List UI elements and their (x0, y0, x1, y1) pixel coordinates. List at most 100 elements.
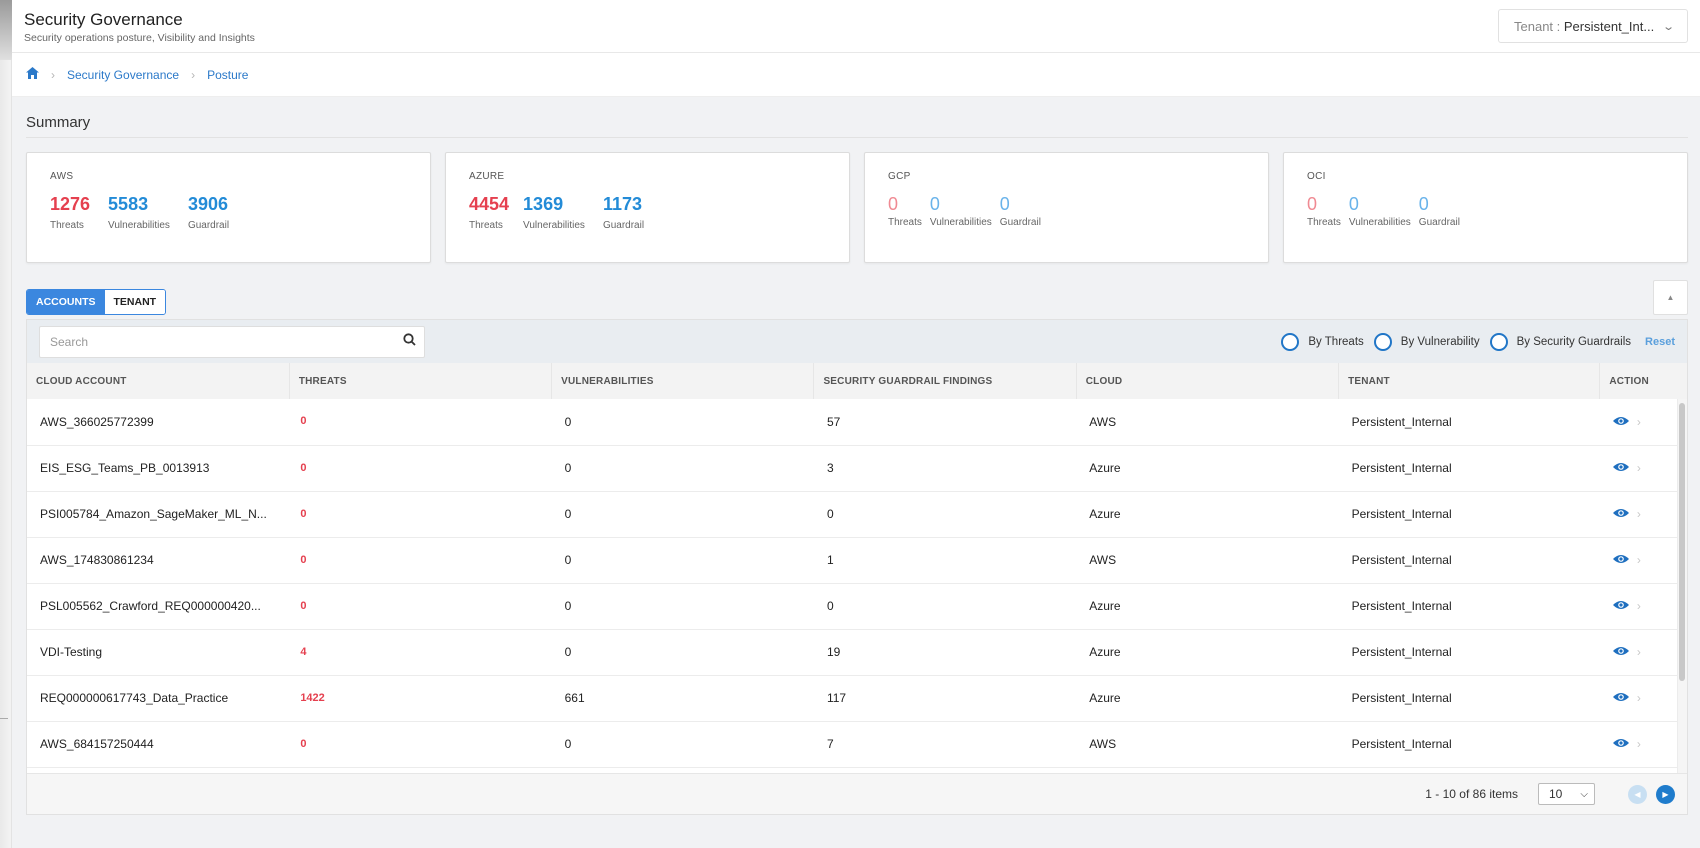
cell-cloud: AWS (1076, 537, 1339, 584)
radio-icon[interactable] (1373, 332, 1392, 351)
sort-filters: By Threats By Vulnerability By Security … (1271, 332, 1675, 351)
cell-action: › (1599, 399, 1687, 446)
cell-guardrail-findings: 3 (813, 445, 1077, 492)
cell-vulnerabilities: 0 (551, 491, 814, 538)
pagination-summary: 1 - 10 of 86 items (1425, 787, 1518, 801)
vulnerabilities-label: Vulnerabilities (108, 220, 170, 231)
next-page-button[interactable]: ▶ (1656, 784, 1675, 804)
filter-by-vulnerability[interactable]: By Vulnerability (1373, 332, 1480, 351)
cell-threats[interactable]: 0 (289, 721, 552, 768)
col-cloud[interactable]: CLOUD (1076, 363, 1340, 399)
left-edge-strip (0, 0, 12, 848)
col-vulnerabilities[interactable]: VULNERABILITIES (551, 363, 815, 399)
chevron-right-icon[interactable]: › (1636, 691, 1641, 705)
search-icon[interactable] (403, 332, 416, 351)
reset-link[interactable]: Reset (1645, 335, 1675, 348)
cell-threats[interactable]: 1422 (289, 675, 552, 722)
cell-guardrail-findings: 0 (813, 583, 1077, 630)
filter-by-security-guardrails[interactable]: By Security Guardrails (1489, 332, 1631, 351)
aws-guardrail-count[interactable]: 3906 (187, 194, 228, 214)
gcp-guardrail-count[interactable]: 0 (999, 194, 1010, 214)
collapse-button[interactable]: ▲ (1653, 280, 1688, 315)
breadcrumb-security-governance[interactable]: Security Governance (67, 67, 180, 82)
tab-tenant[interactable]: TENANT (104, 290, 166, 314)
table-header-row: CLOUD ACCOUNT THREATS VULNERABILITIES SE… (27, 363, 1687, 399)
chevron-down-icon: ⌵ (1580, 788, 1588, 800)
caret-up-icon: ▲ (1666, 293, 1675, 302)
tenant-dropdown[interactable]: Tenant : Persistent_Int... ⌄ (1498, 9, 1688, 43)
oci-guardrail-count[interactable]: 0 (1418, 194, 1429, 214)
cell-threats[interactable]: 0 (289, 399, 552, 446)
gcp-threats-count[interactable]: 0 (888, 194, 899, 214)
azure-guardrail-count[interactable]: 1173 (602, 194, 642, 214)
chevron-right-icon[interactable]: › (1636, 414, 1641, 429)
chevron-right-icon[interactable]: › (1636, 737, 1641, 751)
table-row[interactable]: AWS_684157250444 0 0 7 AWS Persistent_In… (27, 721, 1687, 768)
summary-cards: AWS 1276 Threats 5583 Vulnerabilities 3906… (26, 152, 1688, 263)
cell-threats[interactable]: 4 (289, 629, 552, 676)
table-row[interactable]: VDI-Testing 4 0 19 Azure Persistent_Inte… (27, 629, 1687, 676)
oci-threats-count[interactable]: 0 (1307, 194, 1318, 214)
azure-threats-count[interactable]: 4454 (469, 194, 510, 214)
page-size-select[interactable]: 10 ⌵ (1538, 783, 1595, 805)
eye-icon[interactable] (1612, 691, 1629, 705)
breadcrumb-posture[interactable]: Posture (207, 67, 249, 82)
tab-accounts[interactable]: ACCOUNTS (27, 290, 105, 314)
cell-threats[interactable]: 0 (289, 537, 552, 584)
table-row[interactable]: PSI005784_Amazon_SageMaker_ML_N... 0 0 0… (27, 491, 1687, 538)
cell-tenant: Persistent_Internal (1338, 399, 1600, 446)
aws-vulnerabilities-count[interactable]: 5583 (108, 194, 149, 214)
accounts-table-body: AWS_366025772399 0 0 57 AWS Persistent_I… (27, 399, 1687, 768)
radio-icon[interactable] (1281, 332, 1300, 351)
vulnerabilities-label: Vulnerabilities (929, 217, 992, 228)
cell-cloud: Azure (1076, 445, 1339, 492)
eye-icon[interactable] (1612, 645, 1629, 659)
cell-cloud-account: VDI-Testing (27, 629, 290, 676)
eye-icon[interactable] (1612, 415, 1629, 429)
chevron-right-icon[interactable]: › (1636, 461, 1641, 475)
table-row[interactable]: EIS_ESG_Teams_PB_0013913 0 0 3 Azure Per… (27, 445, 1687, 492)
radio-icon[interactable] (1489, 332, 1508, 351)
chevron-right-icon[interactable]: › (1636, 645, 1641, 659)
table-row[interactable]: PSL005562_Crawford_REQ000000420... 0 0 0… (27, 583, 1687, 630)
scrollbar-thumb[interactable] (1679, 403, 1685, 681)
eye-icon[interactable] (1612, 553, 1629, 567)
cell-vulnerabilities: 0 (551, 721, 814, 768)
card-cloud-name: OCI (1307, 171, 1326, 182)
tenant-label: Tenant : (1514, 18, 1564, 34)
col-threats[interactable]: THREATS (289, 363, 553, 399)
card-oci: OCI 0 Threats 0 Vulnerabilities 0 Guardrail (1283, 152, 1688, 263)
home-icon[interactable] (26, 67, 39, 82)
gcp-vulnerabilities-count[interactable]: 0 (929, 194, 940, 214)
col-tenant[interactable]: TENANT (1338, 363, 1601, 399)
filter-by-threats[interactable]: By Threats (1281, 332, 1364, 351)
threats-label: Threats (50, 220, 84, 231)
eye-icon[interactable] (1612, 599, 1629, 613)
eye-icon[interactable] (1612, 737, 1629, 751)
filter-label: By Threats (1308, 335, 1364, 348)
page-header: Security Governance Security operations … (12, 0, 1700, 53)
oci-vulnerabilities-count[interactable]: 0 (1348, 194, 1359, 214)
aws-threats-count[interactable]: 1276 (50, 194, 91, 214)
cell-threats[interactable]: 0 (289, 491, 552, 538)
eye-icon[interactable] (1612, 507, 1629, 521)
cell-threats[interactable]: 0 (289, 445, 552, 492)
chevron-right-icon[interactable]: › (1636, 553, 1641, 567)
chevron-right-icon[interactable]: › (1636, 507, 1641, 521)
table-row[interactable]: AWS_174830861234 0 0 1 AWS Persistent_In… (27, 537, 1687, 584)
cell-vulnerabilities: 0 (551, 583, 814, 630)
prev-page-button[interactable]: ◀ (1628, 784, 1647, 804)
filter-label: By Vulnerability (1400, 335, 1480, 348)
col-cloud-account[interactable]: CLOUD ACCOUNT (27, 363, 290, 399)
cell-threats[interactable]: 0 (289, 583, 552, 630)
table-row[interactable]: REQ000000617743_Data_Practice 1422 661 1… (27, 675, 1687, 722)
col-guardrail-findings[interactable]: SECURITY GUARDRAIL FINDINGS (813, 363, 1077, 399)
azure-vulnerabilities-count[interactable]: 1369 (523, 194, 564, 214)
search-input[interactable] (50, 334, 350, 349)
chevron-right-icon[interactable]: › (1636, 599, 1641, 613)
vulnerabilities-label: Vulnerabilities (523, 220, 585, 231)
cell-vulnerabilities: 0 (551, 629, 814, 676)
eye-icon[interactable] (1612, 461, 1629, 475)
table-row[interactable]: AWS_366025772399 0 0 57 AWS Persistent_I… (27, 399, 1687, 446)
cell-vulnerabilities: 661 (551, 675, 814, 722)
